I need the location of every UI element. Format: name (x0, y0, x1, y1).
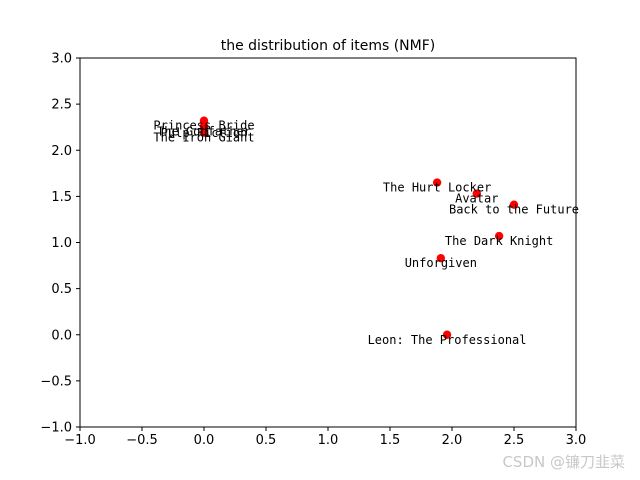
y-tick-label: 1.0 (51, 236, 72, 251)
x-tick-label: 0.5 (256, 433, 277, 448)
x-tick-label: −0.5 (126, 433, 158, 448)
x-tick-label: 1.0 (318, 433, 339, 448)
y-tick-label: 2.0 (51, 144, 72, 159)
data-point (494, 231, 504, 241)
x-tick-label: 0.0 (194, 433, 215, 448)
chart-title: the distribution of items (NMF) (221, 38, 436, 54)
data-point (432, 178, 442, 187)
x-tick-label: 2.5 (504, 433, 525, 448)
point-label: The Dark Knight (445, 234, 553, 248)
data-point (436, 253, 446, 263)
watermark-text: CSDN @镰刀韭菜 (502, 453, 625, 471)
x-tick-label: 1.5 (380, 433, 401, 448)
point-label: Back to the Future (449, 203, 579, 217)
point-label: The Godfather (157, 124, 251, 138)
x-axis: −1.0 −0.5 0.0 0.5 1.0 1.5 2.0 2.5 3.0 (64, 427, 586, 448)
point-label: Pulp Fiction (161, 126, 248, 140)
data-point (472, 189, 481, 198)
y-tick-label: −1.0 (40, 421, 72, 436)
data-point (442, 330, 452, 339)
x-tick-label: 3.0 (566, 433, 587, 448)
point-label: The Iron Giant (153, 131, 254, 145)
x-tick-label: 2.0 (442, 433, 463, 448)
point-label: Leon: The Professional (368, 333, 527, 347)
y-tick-label: 0.5 (51, 282, 72, 297)
y-tick-label: 1.5 (51, 190, 72, 205)
y-tick-label: 2.5 (51, 98, 72, 113)
y-tick-label: 0.0 (51, 328, 72, 343)
point-label: Unforgiven (405, 256, 477, 270)
data-point (509, 200, 519, 209)
x-tick-label: −1.0 (64, 433, 96, 448)
point-label: The Hurt Locker (383, 181, 491, 195)
point-label: Princess Bride (153, 119, 254, 133)
y-tick-label: −0.5 (40, 374, 72, 389)
y-axis: −1.0 −0.5 0.0 0.5 1.0 1.5 2.0 2.5 3.0 (40, 52, 80, 436)
point-label: Avatar (455, 192, 498, 206)
data-point (199, 128, 209, 137)
y-tick-label: 3.0 (51, 52, 72, 67)
